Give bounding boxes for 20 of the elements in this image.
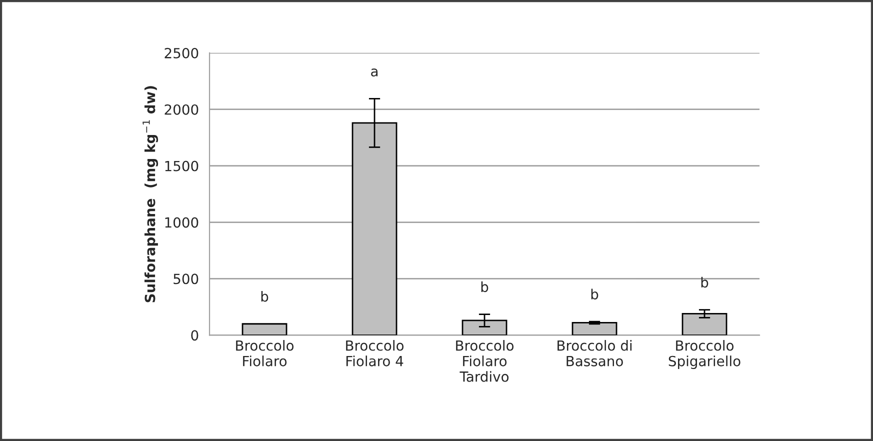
annotation: b xyxy=(481,281,488,292)
x-tick-label: Broccolo Fiolaro xyxy=(236,340,294,366)
x-tick-label: Broccolo Fiolaro 4 xyxy=(346,340,404,366)
annotation: b xyxy=(701,276,708,288)
y-tick-label: 2000 xyxy=(164,104,198,115)
x-tick-label: Broccolo Fiolaro Tardivo xyxy=(456,340,514,382)
annotation: b xyxy=(591,288,598,300)
y-tick-label: 500 xyxy=(174,274,198,284)
annotation: b xyxy=(261,290,268,302)
x-tick-label: Broccolo Spigariello xyxy=(668,340,740,370)
y-tick-label: 2500 xyxy=(164,48,198,58)
y-axis-title: Sulforaphane (mg kg$^{−1}$ dw) xyxy=(142,86,158,302)
y-tick-label: 0 xyxy=(191,330,198,341)
y-tick-label: 1500 xyxy=(165,160,198,172)
bar xyxy=(682,313,728,336)
x-tick-label: Broccolo di Bassano xyxy=(558,340,632,366)
bar xyxy=(572,322,618,336)
annotation: a xyxy=(371,68,378,77)
y-tick-label: 1000 xyxy=(165,217,198,228)
bar xyxy=(242,323,288,336)
